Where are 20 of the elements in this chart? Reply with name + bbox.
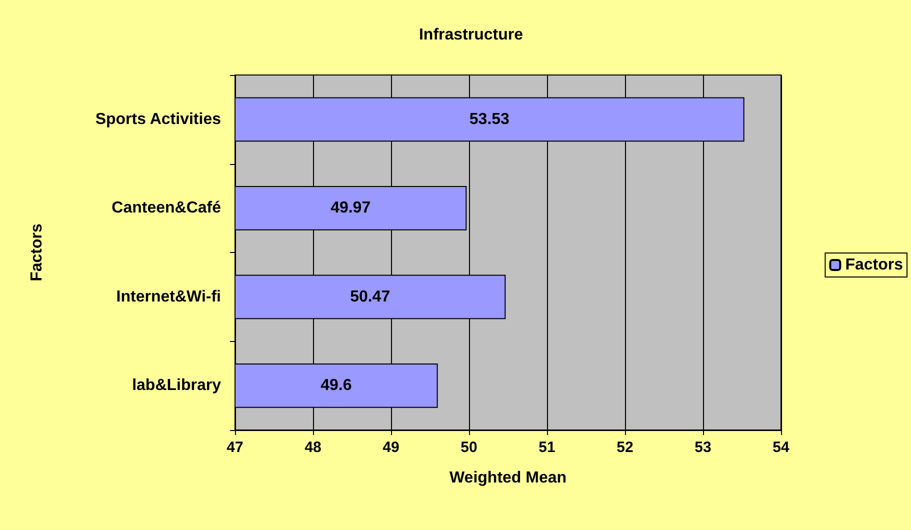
x-tick-label: 53	[694, 439, 712, 456]
chart-title: Infrastructure	[418, 26, 524, 44]
y-tick-label: lab&Library	[132, 377, 222, 394]
x-tick-label: 50	[460, 439, 478, 456]
y-tick-label: Sports Activities	[95, 110, 222, 128]
data-label: 49.6	[320, 377, 352, 394]
y-tick-label: Internet&Wi-fi	[116, 288, 221, 306]
y-tick-label: Canteen&Café	[112, 200, 222, 217]
x-axis-title: Weighted Mean	[449, 470, 567, 486]
x-tick-label: 49	[382, 439, 400, 456]
y-axis-title: Factors	[28, 224, 46, 282]
x-tick-label: 47	[226, 439, 244, 456]
data-label: 53.53	[469, 110, 510, 128]
x-tick-label: 54	[772, 439, 790, 456]
x-tick-label: 48	[304, 439, 322, 456]
data-label: 49.97	[330, 200, 371, 217]
x-tick-label: 52	[616, 439, 634, 456]
data-label: 50.47	[350, 288, 390, 306]
x-tick-label: 51	[538, 439, 556, 456]
legend-label: Factors	[845, 256, 904, 274]
